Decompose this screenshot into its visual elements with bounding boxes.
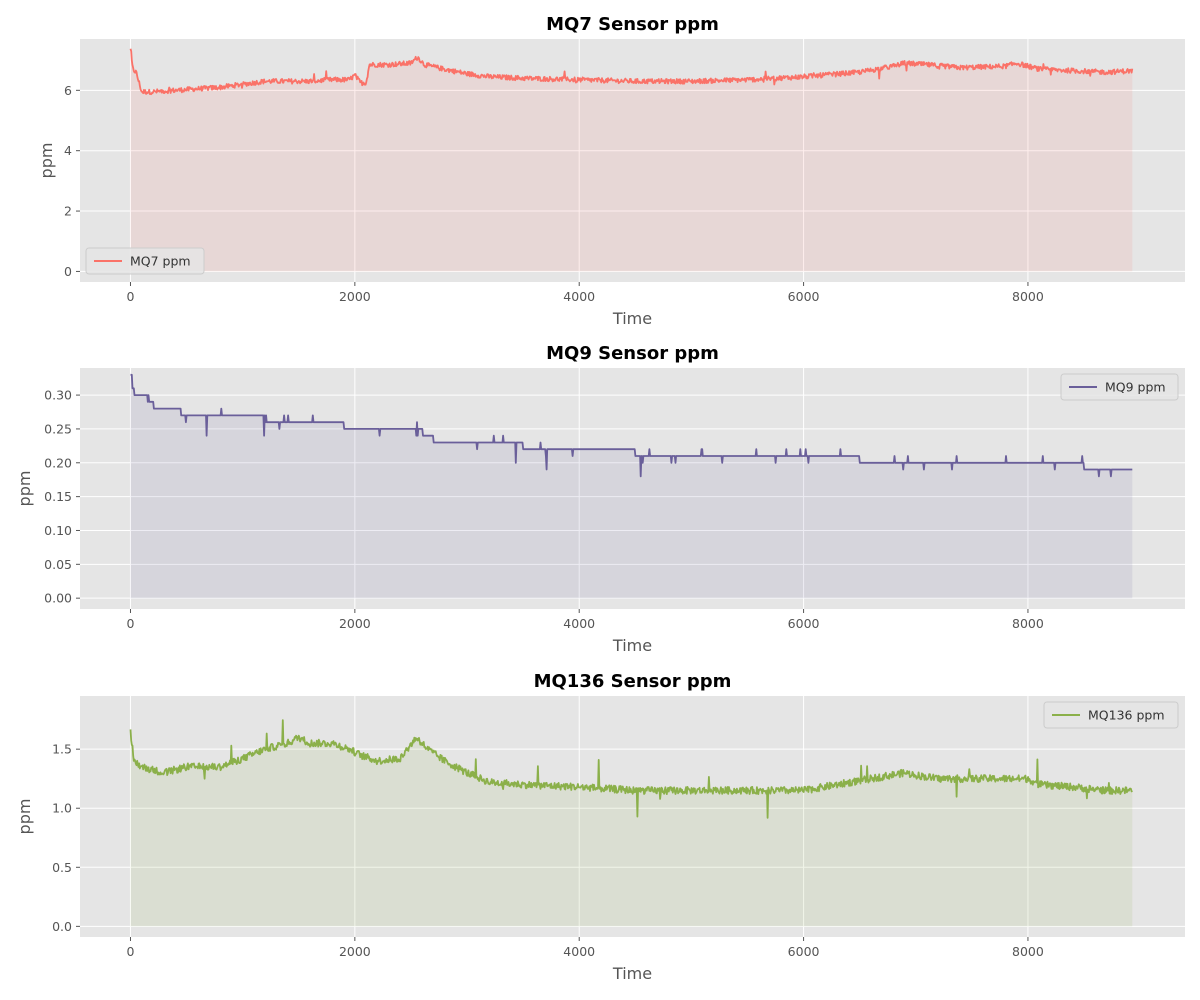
x-tick-label: 0: [127, 616, 135, 631]
x-axis-label: Time: [612, 309, 652, 328]
plot-area: [80, 696, 1185, 937]
x-tick-label: 4000: [563, 289, 595, 304]
y-tick-label: 0.15: [44, 489, 72, 504]
y-tick-label: 0.20: [44, 455, 72, 470]
legend-label: MQ7 ppm: [130, 254, 191, 269]
y-axis-label: ppm: [15, 471, 34, 507]
x-tick-label: 8000: [1012, 944, 1044, 959]
y-tick-label: 0: [64, 264, 72, 279]
series-line: [129, 719, 1133, 819]
y-tick-label: 0.5: [52, 860, 72, 875]
chart-title: MQ9 Sensor ppm: [546, 343, 719, 364]
x-tick-label: 6000: [788, 944, 820, 959]
area-fill: [130, 720, 1133, 927]
x-tick-label: 4000: [563, 616, 595, 631]
x-tick-label: 6000: [788, 616, 820, 631]
y-tick-label: 1.5: [52, 742, 72, 757]
y-tick-label: 0.00: [44, 591, 72, 606]
legend-box: [1060, 373, 1179, 401]
y-tick-label: 0.0: [52, 919, 72, 934]
x-tick-label: 2000: [339, 616, 371, 631]
x-tick-label: 8000: [1012, 289, 1044, 304]
x-tick-label: 6000: [788, 289, 820, 304]
legend: MQ136 ppm: [1043, 701, 1179, 729]
legend: MQ7 ppm: [85, 247, 205, 275]
y-tick-label: 4: [64, 143, 72, 158]
x-tick-label: 0: [127, 289, 135, 304]
series-line: [130, 373, 1133, 478]
y-tick-label: 6: [64, 83, 72, 98]
x-tick-label: 2000: [339, 944, 371, 959]
legend-box: [1043, 701, 1179, 729]
x-tick-label: 8000: [1012, 616, 1044, 631]
legend: MQ9 ppm: [1060, 373, 1179, 401]
y-axis-label: ppm: [15, 799, 34, 835]
area-fill: [130, 48, 1133, 272]
plot-area: [80, 368, 1185, 609]
legend-label: MQ9 ppm: [1105, 380, 1166, 395]
x-tick-label: 0: [127, 944, 135, 959]
y-tick-label: 0.25: [44, 421, 72, 436]
y-tick-label: 1.0: [52, 801, 72, 816]
y-tick-label: 0.05: [44, 557, 72, 572]
y-tick-label: 2: [64, 204, 72, 219]
series-line: [129, 48, 1134, 96]
x-tick-label: 4000: [563, 944, 595, 959]
chart-1: 0 2000 4000 6000 8000 0.00 0.05 0.10 0.15 0.20 0.2…: [15, 343, 1185, 655]
y-tick-label: 0.10: [44, 523, 72, 538]
chart-0: 0 2000 4000 6000 8000 0 2 4 6 MQ7 Sensor ppm Time p…: [37, 14, 1185, 328]
x-tick-label: 2000: [339, 289, 371, 304]
x-axis-label: Time: [612, 636, 652, 655]
y-axis-label: ppm: [37, 143, 56, 179]
legend-box: [85, 247, 205, 275]
y-tick-label: 0.30: [44, 388, 72, 403]
legend-label: MQ136 ppm: [1088, 708, 1165, 723]
chart-title: MQ7 Sensor ppm: [546, 14, 719, 35]
chart-title: MQ136 Sensor ppm: [534, 671, 732, 692]
x-axis-label: Time: [612, 964, 652, 983]
chart-2: 0 2000 4000 6000 8000 0.0 0.5 1.0 1.5 MQ136 Senso…: [15, 671, 1185, 983]
